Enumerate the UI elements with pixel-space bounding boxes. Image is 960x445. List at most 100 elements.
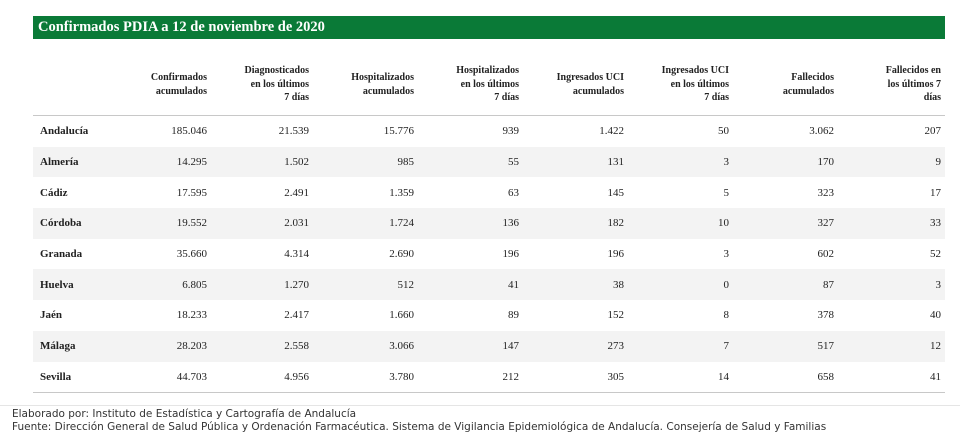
value-cell: 10 [628, 208, 733, 239]
value-cell: 1.660 [389, 309, 414, 322]
value-cell: 15.776 [383, 125, 414, 138]
column-header-line: Ingresados UCI [556, 72, 624, 83]
table-row: Huelva 6.805 1.270 512 41 38 0 87 3 [33, 269, 945, 301]
value-cell: 2.558 [211, 330, 313, 362]
value-cell: 1.502 [211, 146, 313, 178]
region-cell: Sevilla [33, 361, 113, 394]
value-cell: 18.233 [176, 309, 207, 322]
value-cell: 17.595 [176, 186, 207, 199]
value-cell: 170 [733, 146, 838, 178]
value-cell: 273 [523, 330, 628, 362]
value-cell: 8 [723, 309, 730, 322]
value-cell: 323 [817, 186, 835, 199]
column-header: Hospitalizados acumulados [313, 54, 418, 116]
table-row: Almería 14.295 1.502 985 55 131 3 170 9 [33, 146, 945, 178]
value-cell: 33 [838, 208, 945, 239]
value-cell: 602 [817, 248, 835, 261]
value-cell: 0 [628, 269, 733, 301]
value-cell: 305 [523, 361, 628, 394]
value-cell: 3.780 [313, 361, 418, 394]
footer-source: Fuente: Dirección General de Salud Públi… [12, 421, 827, 433]
column-header-line: Fallecidos en [885, 65, 941, 77]
value-cell: 185.046 [171, 125, 207, 138]
value-cell: 3 [838, 269, 945, 301]
value-cell: 38 [523, 269, 628, 301]
column-header: Hospitalizados en los últimos 7 días [418, 54, 523, 116]
column-header: Diagnosticados en los últimos 7 días [211, 54, 313, 116]
value-cell: 50 [718, 125, 729, 138]
value-cell: 212 [418, 361, 523, 394]
column-header-line: los últimos 7 [887, 78, 941, 90]
value-cell: 4.956 [211, 361, 313, 394]
table-title: Confirmados PDIA a 12 de noviembre de 20… [33, 16, 945, 39]
value-cell: 207 [924, 125, 942, 138]
value-cell: 1.270 [211, 269, 313, 301]
value-cell: 63 [508, 186, 519, 199]
column-header-line: Hospitalizados [351, 72, 414, 83]
value-cell: 7 [628, 330, 733, 362]
column-header-line: acumulados [362, 85, 414, 97]
value-cell: 378 [817, 309, 835, 322]
value-cell: 19.552 [113, 208, 211, 239]
value-cell: 152 [607, 309, 625, 322]
table-body: Andalucía 185.046 21.539 15.776 939 1.422 50 3.… [33, 116, 945, 394]
value-cell: 145 [607, 186, 625, 199]
value-cell: 196 [607, 248, 625, 261]
column-header: Confirmados acumulados [113, 54, 211, 116]
footer-elaborated-by: Elaborado por: Instituto de Estadística … [12, 408, 357, 420]
value-cell: 87 [733, 269, 838, 301]
column-header-line: días [923, 92, 941, 104]
header-row: Confirmados acumulados Diagnosticados en l… [33, 54, 945, 116]
value-cell: 17 [930, 186, 941, 199]
region-cell: Almería [33, 146, 113, 178]
value-cell: 52 [930, 248, 941, 261]
value-cell: 3.066 [313, 330, 418, 362]
column-header: Fallecidos acumulados [733, 54, 838, 116]
column-header: Fallecidos en los últimos 7 días [838, 54, 945, 116]
value-cell: 2.690 [389, 248, 414, 261]
column-header-line: 7 días [284, 92, 309, 104]
value-cell: 12 [838, 330, 945, 362]
region-cell: Cádiz [40, 186, 68, 199]
value-cell: 1.724 [313, 208, 418, 239]
value-cell: 2.031 [211, 208, 313, 239]
value-cell: 55 [418, 146, 523, 178]
value-cell: 6.805 [113, 269, 211, 301]
value-cell: 1.422 [599, 125, 624, 138]
value-cell: 5 [723, 186, 730, 199]
value-cell: 196 [502, 248, 520, 261]
column-header-line: 7 días [494, 92, 519, 104]
value-cell: 136 [418, 208, 523, 239]
column-header-line: Diagnosticados [244, 65, 309, 77]
value-cell: 4.314 [284, 248, 309, 261]
region-cell: Granada [40, 248, 83, 261]
column-header-line: acumulados [572, 85, 624, 97]
value-cell: 939 [502, 125, 520, 138]
footer-divider [0, 405, 960, 406]
value-cell: 658 [733, 361, 838, 394]
column-header-line: Fallecidos [791, 72, 834, 83]
region-cell: Andalucía [40, 125, 89, 138]
value-cell: 3 [723, 248, 730, 261]
value-cell: 1.359 [389, 186, 414, 199]
column-header-line: 7 días [704, 92, 729, 104]
value-cell: 2.491 [284, 186, 309, 199]
column-header-region [33, 54, 113, 116]
region-cell: Huelva [33, 269, 113, 301]
table-row: Andalucía 185.046 21.539 15.776 939 1.422 50 3.… [33, 116, 945, 147]
region-cell: Jaén [40, 309, 62, 322]
value-cell: 9 [838, 146, 945, 178]
value-cell: 40 [930, 309, 941, 322]
column-header-line: en los últimos [460, 78, 519, 90]
value-cell: 985 [313, 146, 418, 178]
column-header-line: Hospitalizados [456, 65, 519, 77]
table-row: Granada 35.660 4.314 2.690 196 196 3 602 52 [33, 239, 945, 270]
table-row: Cádiz 17.595 2.491 1.359 63 145 5 323 17 [33, 177, 945, 208]
value-cell: 14 [628, 361, 733, 394]
column-header-line: Ingresados UCI [661, 65, 729, 77]
value-cell: 2.417 [284, 309, 309, 322]
table-row: Jaén 18.233 2.417 1.660 89 152 8 378 40 [33, 300, 945, 331]
value-cell: 21.539 [278, 125, 309, 138]
value-cell: 517 [733, 330, 838, 362]
value-cell: 3.062 [809, 125, 834, 138]
